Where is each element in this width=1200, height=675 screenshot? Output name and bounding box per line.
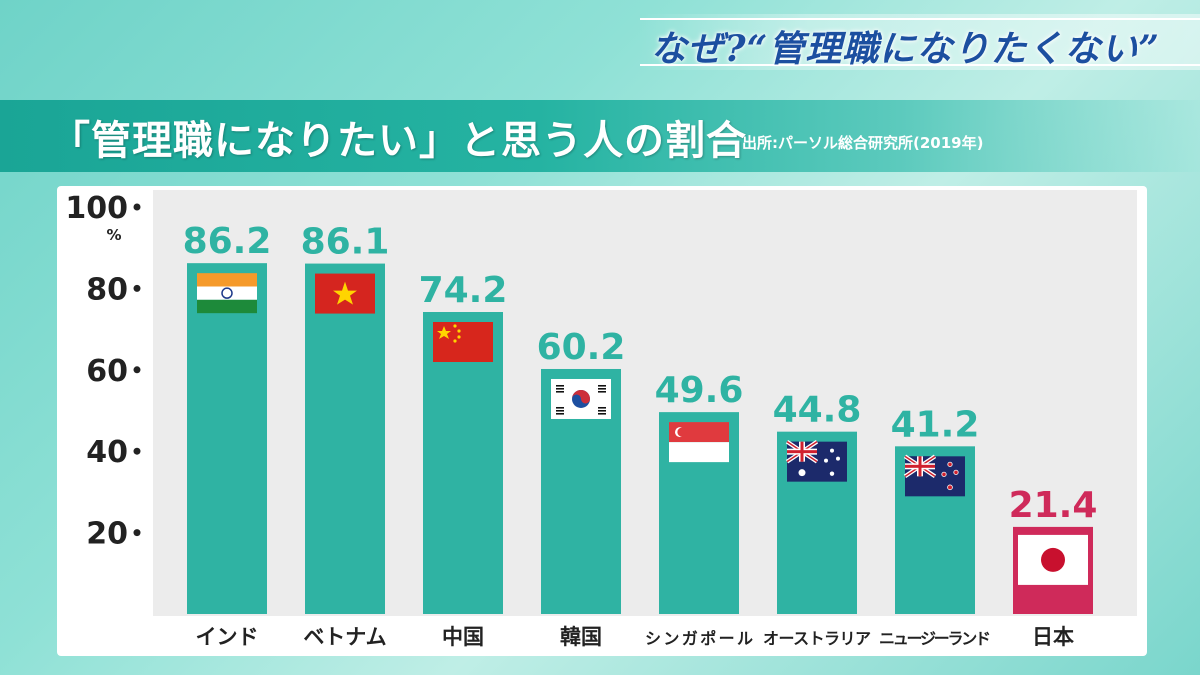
flag-part bbox=[836, 456, 840, 461]
category-label: オーストラリア bbox=[763, 629, 871, 648]
bar-group: 86.1 ベトナム bbox=[301, 222, 390, 649]
flag-part bbox=[953, 469, 959, 475]
flag-part bbox=[556, 409, 564, 412]
vietnam-flag-icon bbox=[315, 273, 375, 314]
flag-part bbox=[221, 287, 233, 299]
flag-part bbox=[669, 442, 729, 463]
japan-flag-icon bbox=[1018, 534, 1088, 585]
flag-part bbox=[598, 412, 606, 415]
flag-part bbox=[830, 448, 834, 453]
y-unit-label: % bbox=[106, 226, 121, 244]
flag-part bbox=[1041, 547, 1065, 572]
flag-part bbox=[598, 406, 606, 409]
china-flag-icon bbox=[433, 322, 493, 363]
bar bbox=[423, 312, 503, 614]
singapore-flag-icon bbox=[669, 422, 729, 463]
bar-group: 44.8 オーストラリア bbox=[763, 390, 871, 648]
y-tick-dot bbox=[133, 284, 141, 292]
flag-part bbox=[598, 409, 606, 412]
y-tick-label: 60 bbox=[86, 354, 128, 389]
value-label: 60.2 bbox=[537, 327, 626, 368]
y-tick-dot bbox=[133, 366, 141, 374]
flag-part bbox=[556, 390, 564, 393]
y-tick-label: 100 bbox=[65, 191, 128, 226]
flag-part bbox=[787, 450, 817, 454]
flag-part bbox=[556, 406, 564, 409]
union-jack bbox=[903, 454, 937, 478]
flag-part bbox=[941, 471, 947, 477]
y-tick-label: 80 bbox=[86, 272, 128, 307]
value-label: 86.2 bbox=[183, 221, 272, 262]
title-banner bbox=[640, 14, 1200, 70]
new-zealand-flag-icon bbox=[903, 454, 965, 497]
flag-part bbox=[905, 464, 935, 468]
bar bbox=[187, 263, 267, 614]
flag-part bbox=[556, 387, 564, 390]
bar-group: 49.6 シンガポール bbox=[645, 370, 753, 648]
flag-part bbox=[433, 322, 493, 363]
flag-part bbox=[824, 458, 828, 463]
bar-group: 74.2 中国 bbox=[419, 270, 508, 649]
value-label: 49.6 bbox=[655, 370, 744, 411]
value-label: 74.2 bbox=[419, 270, 508, 311]
flag-part bbox=[556, 412, 564, 415]
y-tick-dot bbox=[133, 529, 141, 537]
flag-part bbox=[598, 387, 606, 390]
category-label: シンガポール bbox=[645, 629, 753, 648]
flag-part bbox=[197, 273, 257, 287]
flag-part bbox=[556, 384, 564, 387]
value-label: 41.2 bbox=[891, 404, 980, 445]
flag-part bbox=[572, 389, 590, 404]
india-flag-icon bbox=[197, 273, 257, 314]
flag-part bbox=[453, 339, 457, 343]
australia-flag-icon bbox=[785, 439, 847, 482]
flag-part bbox=[598, 384, 606, 387]
value-label: 86.1 bbox=[301, 222, 390, 263]
flag-part bbox=[677, 427, 687, 437]
bar bbox=[305, 263, 385, 614]
bar-group: 41.2 ニュージーランド bbox=[879, 404, 991, 648]
flag-part bbox=[457, 335, 461, 339]
y-tick-label: 20 bbox=[86, 517, 128, 552]
bar-group: 21.4 日本 bbox=[1009, 485, 1098, 649]
category-label: ベトナム bbox=[303, 625, 386, 649]
korea-flag-icon bbox=[551, 378, 611, 419]
chart-heading: 「管理職になりたい」と思う人の割合 bbox=[50, 118, 747, 164]
bar-group: 86.2 インド bbox=[183, 221, 272, 649]
heading-bar bbox=[0, 100, 1200, 172]
flag-part bbox=[197, 299, 257, 314]
y-tick-label: 40 bbox=[86, 435, 128, 470]
flag-part bbox=[947, 484, 953, 491]
category-label: ニュージーランド bbox=[879, 629, 991, 648]
flag-part bbox=[437, 326, 451, 340]
category-label: 日本 bbox=[1032, 625, 1074, 649]
flag-part bbox=[798, 469, 806, 477]
flag-part bbox=[669, 422, 729, 443]
y-tick-dot bbox=[133, 203, 141, 211]
flag-part bbox=[453, 324, 457, 328]
category-label: 韓国 bbox=[560, 625, 602, 649]
flag-part bbox=[829, 471, 835, 476]
source-note: 出所:パーソル総合研究所(2019年) bbox=[742, 134, 984, 152]
bar-group: 60.2 韓国 bbox=[537, 327, 626, 649]
flag-part bbox=[947, 461, 953, 467]
flag-part bbox=[457, 329, 461, 333]
category-label: 中国 bbox=[442, 625, 484, 649]
banner-title: なぜ?“管理職になりたくない” bbox=[650, 28, 1160, 70]
union-jack bbox=[785, 439, 819, 464]
flag-part bbox=[197, 286, 257, 300]
value-label: 44.8 bbox=[773, 390, 862, 431]
value-label: 21.4 bbox=[1009, 485, 1098, 526]
category-label: インド bbox=[196, 625, 259, 649]
flag-part bbox=[598, 390, 606, 393]
flag-part bbox=[333, 281, 357, 305]
y-tick-dot bbox=[133, 447, 141, 455]
